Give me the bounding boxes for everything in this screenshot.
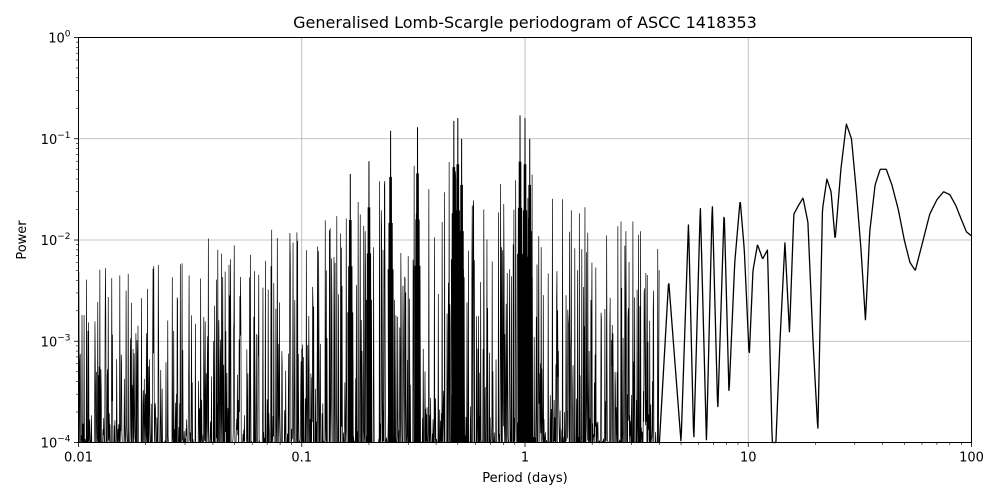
periodogram-peak (387, 130, 394, 443)
y-tick-label: 10−1 (41, 131, 71, 148)
y-axis-ticks: 10−4 10−3 10−2 10−1 100 (41, 30, 79, 452)
series-layer (78, 115, 972, 444)
chart-title: Generalised Lomb-Scargle periodogram of … (293, 13, 757, 32)
y-tick-label: 100 (48, 30, 71, 47)
x-tick-label: 0.1 (291, 451, 312, 466)
periodogram-peak (517, 115, 524, 443)
periodogram-peak (522, 118, 529, 443)
y-axis-label: Power (15, 220, 30, 260)
x-tick-label: 0.01 (64, 451, 93, 466)
x-tick-label: 100 (959, 451, 984, 466)
y-tick-label: 10−4 (41, 435, 71, 452)
periodogram-peak (458, 138, 465, 443)
periodogram-peak (347, 173, 354, 443)
x-axis-ticks: 0.01 0.1 1 10 100 (64, 442, 984, 466)
x-tick-label: 1 (521, 451, 529, 466)
periodogram-peak (526, 138, 534, 443)
x-axis-label: Period (days) (482, 471, 568, 486)
y-tick-label: 10−2 (41, 232, 71, 249)
periodogram-peak (366, 161, 373, 443)
periodogram-peak (414, 127, 421, 443)
periodogram-long-period-line (658, 123, 972, 444)
y-tick-label: 10−3 (41, 333, 71, 350)
x-tick-label: 10 (740, 451, 757, 466)
